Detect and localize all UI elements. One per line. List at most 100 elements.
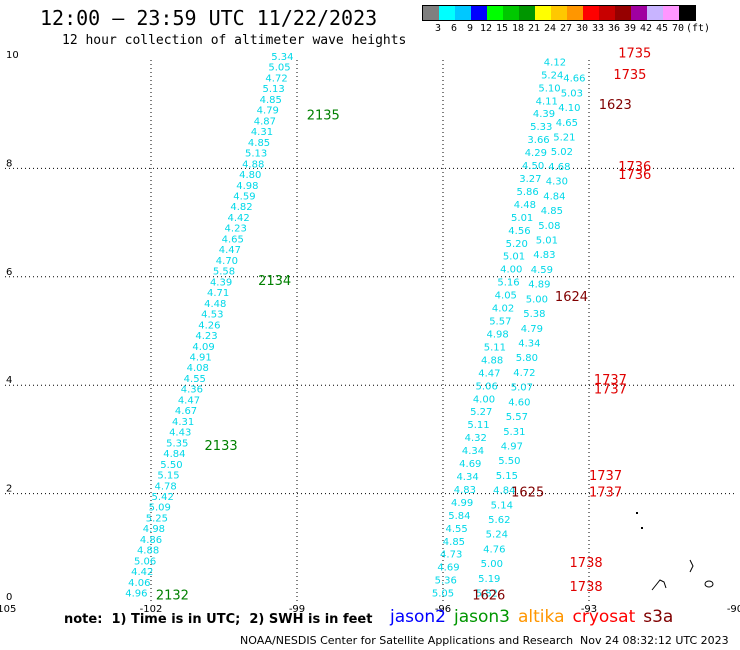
legend-swatch (439, 6, 455, 20)
swh-value: 5.21 (553, 133, 575, 144)
legend-swatch (519, 6, 535, 20)
pass-number-label: 2133 (205, 439, 238, 454)
swh-value: 4.84 (543, 191, 565, 202)
swh-value: 4.60 (508, 397, 530, 408)
swh-value: 4.84 (163, 449, 185, 460)
swh-value: 4.79 (257, 106, 279, 117)
satellite-key-cryosat: cryosat (572, 607, 636, 627)
pass-number-label: 1626 (472, 588, 505, 603)
swh-value: 4.91 (190, 352, 212, 363)
swh-value: 4.83 (533, 250, 555, 261)
pass-number-label: 2135 (307, 109, 340, 124)
swh-value: 4.84 (493, 486, 515, 497)
swh-color-legend: 3 6 9 12 15 18 21 24 27 30 33 36 39 42 45 70 (ft) (422, 5, 710, 35)
pass-number-label: 1736 (618, 160, 651, 175)
pass-number-label: 1737 (594, 373, 627, 388)
legend-labels: 3 6 9 12 15 18 21 24 27 30 33 36 39 42 45 70 (ft) (422, 21, 710, 35)
swh-value: 4.85 (443, 537, 465, 548)
island (704, 580, 714, 588)
legend-label: 45 (655, 23, 669, 34)
satellite-key: jason2 jason3 altika cryosat s3a (390, 607, 681, 627)
swh-value: 4.00 (500, 265, 522, 276)
legend-label: (ft) (686, 23, 711, 34)
legend-swatch (647, 6, 663, 20)
legend-label: 30 (575, 23, 589, 34)
swh-value: 4.47 (219, 245, 241, 256)
swh-value: 4.80 (239, 170, 261, 181)
footer-note: note: 1) Time is in UTC; 2) SWH is in fe… (64, 612, 373, 627)
satellite-key-altika: altika (518, 607, 565, 627)
swh-value: 5.05 (432, 589, 454, 600)
pass-number-label: 1738 (570, 580, 603, 595)
legend-label: 42 (639, 23, 653, 34)
swh-value: 5.11 (484, 342, 506, 353)
swh-value: 4.71 (207, 288, 229, 299)
swh-value: 4.72 (513, 368, 535, 379)
legend-swatch (551, 6, 567, 20)
swh-value: 5.34 (271, 52, 293, 63)
swh-value: 5.01 (503, 252, 525, 263)
pass-number-label: 1623 (599, 98, 632, 113)
swh-value: 4.43 (169, 428, 191, 439)
legend-swatch (599, 6, 615, 20)
map-title: 12:00 – 23:59 UTC 11/22/2023 (40, 6, 378, 30)
pass-number-label: 1625 (511, 485, 544, 500)
swh-value: 5.31 (503, 427, 525, 438)
legend-label: 39 (623, 23, 637, 34)
legend-label: 70 (671, 23, 685, 34)
legend-swatch (567, 6, 583, 20)
pass-labels: 2132 2133 2134 2135 1626 1625 1624 1623 1738 1738… (156, 46, 651, 603)
legend-label: 33 (591, 23, 605, 34)
swh-value: 5.07 (511, 383, 533, 394)
swh-value: 4.56 (508, 226, 530, 237)
swh-value: 4.72 (265, 73, 287, 84)
swh-value: 4.23 (195, 331, 217, 342)
swh-value: 5.35 (166, 438, 188, 449)
swh-value: 5.13 (263, 84, 285, 95)
pass-number-label: 1737 (594, 382, 627, 397)
swh-value: 5.57 (489, 317, 511, 328)
legend-swatch (503, 6, 519, 20)
swh-value: 4.65 (556, 118, 578, 129)
swh-value: 4.11 (536, 96, 558, 107)
swh-value: 4.23 (225, 224, 247, 235)
legend-label: 15 (495, 23, 509, 34)
island (636, 512, 638, 514)
legend-swatch (455, 6, 471, 20)
island (641, 527, 643, 529)
swh-value: 4.53 (201, 310, 223, 321)
legend-label: 27 (559, 23, 573, 34)
pass-number-label: 1738 (570, 556, 603, 571)
legend-swatch (615, 6, 631, 20)
swh-value: 4.12 (544, 57, 566, 68)
swh-value: 5.00 (481, 559, 503, 570)
swh-value: 4.42 (131, 567, 153, 578)
lat-tick-label: 4 (6, 375, 12, 386)
swh-value: 4.30 (546, 177, 568, 188)
legend-label: 18 (511, 23, 525, 34)
lon-tick-label: -105 (0, 604, 16, 615)
swh-value: 5.16 (497, 278, 519, 289)
swh-value: 4.76 (483, 544, 505, 555)
swh-value: 4.59 (233, 192, 255, 203)
swh-value: 4.42 (227, 213, 249, 224)
swh-value: 4.69 (437, 563, 459, 574)
lon-tick-label: -90 (727, 604, 740, 615)
swh-value: 4.73 (440, 550, 462, 561)
swh-value: 4.85 (541, 206, 563, 217)
swh-value: 4.55 (184, 374, 206, 385)
swh-value: 4.97 (501, 441, 523, 452)
swh-value: 4.31 (172, 417, 194, 428)
pass-number-label: 1735 (618, 46, 651, 61)
legend-swatch (487, 6, 503, 20)
swh-value: 4.88 (137, 546, 159, 557)
swh-value: 5.36 (435, 576, 457, 587)
legend-label: 12 (479, 23, 493, 34)
legend-swatch (471, 6, 487, 20)
coastline-segment (651, 579, 667, 591)
map-grid (5, 60, 735, 602)
pass-number-label: 1624 (555, 290, 588, 305)
swh-value: 5.42 (152, 492, 174, 503)
swh-value: 4.88 (481, 355, 503, 366)
swh-value: 5.84 (448, 511, 470, 522)
